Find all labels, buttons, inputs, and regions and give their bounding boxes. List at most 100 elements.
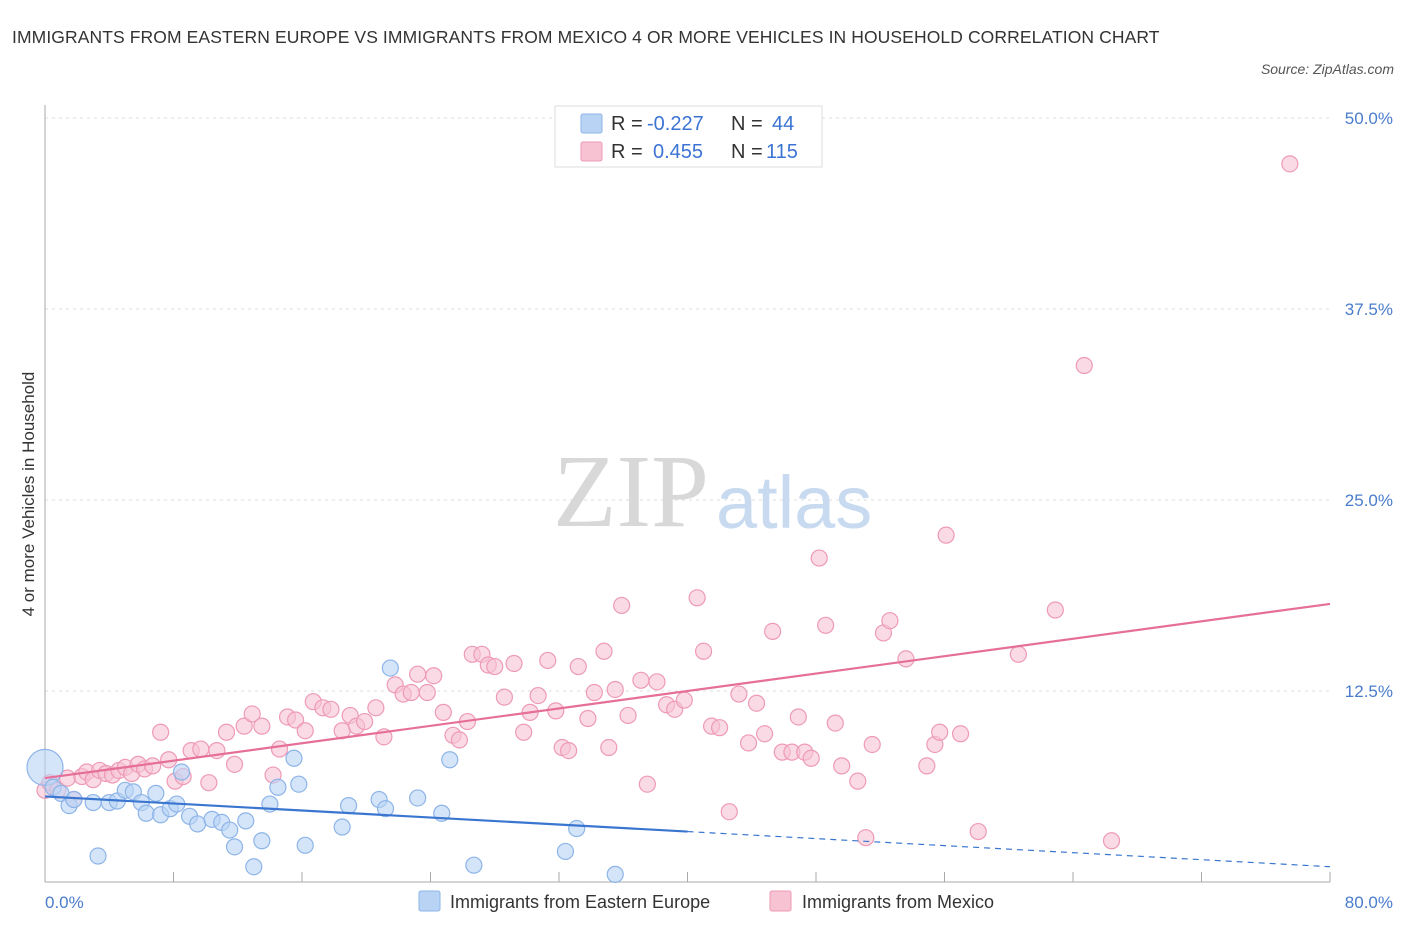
mexico-point: [810, 549, 828, 567]
y-tick-label: 37.5%: [1345, 300, 1393, 319]
eastern-europe-point: [172, 763, 191, 781]
mexico-point: [225, 755, 244, 773]
mexico-point: [606, 680, 624, 699]
mexico-point: [579, 709, 597, 728]
mexico-point: [969, 822, 987, 841]
mexico-point: [600, 738, 618, 757]
mexico-point: [1009, 645, 1027, 663]
watermark: ZIP atlas: [553, 434, 872, 549]
mexico-point: [505, 654, 523, 673]
legend-swatch-mexico: [580, 141, 603, 162]
mexico-point: [881, 612, 899, 630]
mexico-point: [694, 642, 713, 660]
mexico-point: [897, 650, 915, 668]
mexico-point: [539, 651, 557, 670]
legend-n-value-eastern-europe: 44: [772, 113, 794, 135]
legend-n-value-mexico: 115: [766, 141, 798, 163]
mexico-point: [486, 657, 504, 676]
x-tick-label-min: 0.0%: [45, 893, 84, 912]
eastern-europe-point: [237, 812, 255, 830]
mexico-point: [270, 740, 289, 758]
legend-n-label-mexico: N =: [731, 141, 763, 163]
y-axis-title: 4 or more Vehicles in Household: [19, 372, 38, 617]
eastern-europe-point: [568, 819, 586, 838]
watermark-zip: ZIP: [553, 434, 709, 549]
mexico-point: [253, 717, 271, 735]
mexico-point: [764, 622, 782, 641]
mexico-point: [192, 740, 210, 758]
mexico-point: [235, 717, 253, 735]
mexico-point: [418, 683, 436, 702]
mexico-point: [937, 526, 955, 544]
mexico-point: [286, 711, 305, 729]
legend-swatch-eastern-europe: [580, 113, 603, 134]
mexico-point: [434, 703, 452, 721]
mexico-point: [409, 665, 427, 683]
mexico-point: [495, 688, 513, 706]
mexico-point: [367, 699, 385, 717]
eastern-europe-point: [556, 842, 575, 861]
legend-r-label-eastern-europe: R =: [611, 113, 643, 135]
eastern-europe-point: [65, 790, 83, 809]
mexico-point: [152, 723, 170, 741]
mexico-point: [560, 741, 578, 760]
series-legend-label-eastern-europe: Immigrants from Eastern Europe: [450, 892, 710, 912]
mexico-point: [243, 705, 261, 723]
x-axis-ticks: [173, 872, 1331, 882]
correlation-legend: R = -0.227 N = 44 R = 0.455 N = 115: [554, 105, 823, 168]
mexico-point: [217, 723, 236, 741]
eastern-europe-point: [285, 749, 303, 767]
mexico-point: [638, 775, 656, 793]
eastern-europe-point: [409, 789, 427, 807]
mexico-point: [688, 589, 706, 607]
eastern-europe-point: [221, 821, 239, 839]
y-tick-label: 25.0%: [1345, 491, 1393, 510]
eastern-europe-point: [253, 832, 271, 850]
eastern-europe-point: [269, 778, 287, 796]
legend-r-value-mexico: 0.455: [653, 141, 703, 163]
series-legend-swatch-eastern-europe: [418, 890, 441, 912]
mexico-point: [1046, 601, 1064, 619]
eastern-europe-point: [296, 836, 314, 854]
chart-title: IMMIGRANTS FROM EASTERN EUROPE VS IMMIGR…: [12, 27, 1160, 47]
series-legend: Immigrants from Eastern Europe Immigrant…: [418, 890, 994, 912]
eastern-europe-point: [225, 838, 244, 856]
y-axis-tick-labels: 12.5% 25.0% 37.5% 50.0%: [1345, 109, 1393, 701]
eastern-europe-trendline: [44, 795, 688, 833]
eastern-europe-point: [89, 847, 107, 865]
mexico-point: [817, 616, 835, 634]
eastern-europe-point: [339, 796, 358, 815]
mexico-point: [595, 642, 613, 660]
mexico-point: [515, 723, 533, 741]
mexico-point: [833, 757, 851, 775]
legend-r-value-eastern-europe: -0.227: [647, 113, 704, 135]
mexico-point: [931, 723, 949, 741]
source-credit: Source: ZipAtlas.com: [1260, 61, 1394, 77]
mexico-point: [322, 700, 340, 718]
mexico-trendline: [44, 602, 1331, 780]
mexico-point: [450, 731, 469, 749]
legend-n-label-eastern-europe: N =: [731, 113, 763, 135]
mexico-point: [569, 657, 587, 676]
mexico-point: [144, 757, 162, 775]
mexico-point: [711, 719, 729, 737]
mexico-point: [789, 708, 807, 726]
mexico-point: [951, 725, 970, 743]
mexico-point: [402, 683, 420, 702]
mexico-point: [613, 596, 631, 615]
mexico-point: [849, 772, 867, 790]
mexico-point: [826, 714, 844, 732]
mexico-point: [425, 667, 443, 685]
eastern-europe-trendline-extension: [687, 830, 1331, 868]
x-tick-label-max: 80.0%: [1345, 893, 1393, 912]
mexico-point: [1102, 832, 1121, 850]
mexico-point: [675, 691, 693, 709]
mexico-point: [863, 735, 881, 754]
mexico-point: [585, 683, 603, 702]
mexico-point: [802, 749, 820, 767]
mexico-point: [547, 702, 565, 720]
mexico-point: [720, 803, 738, 821]
mexico-point: [1075, 356, 1093, 375]
mexico-point: [632, 671, 650, 689]
